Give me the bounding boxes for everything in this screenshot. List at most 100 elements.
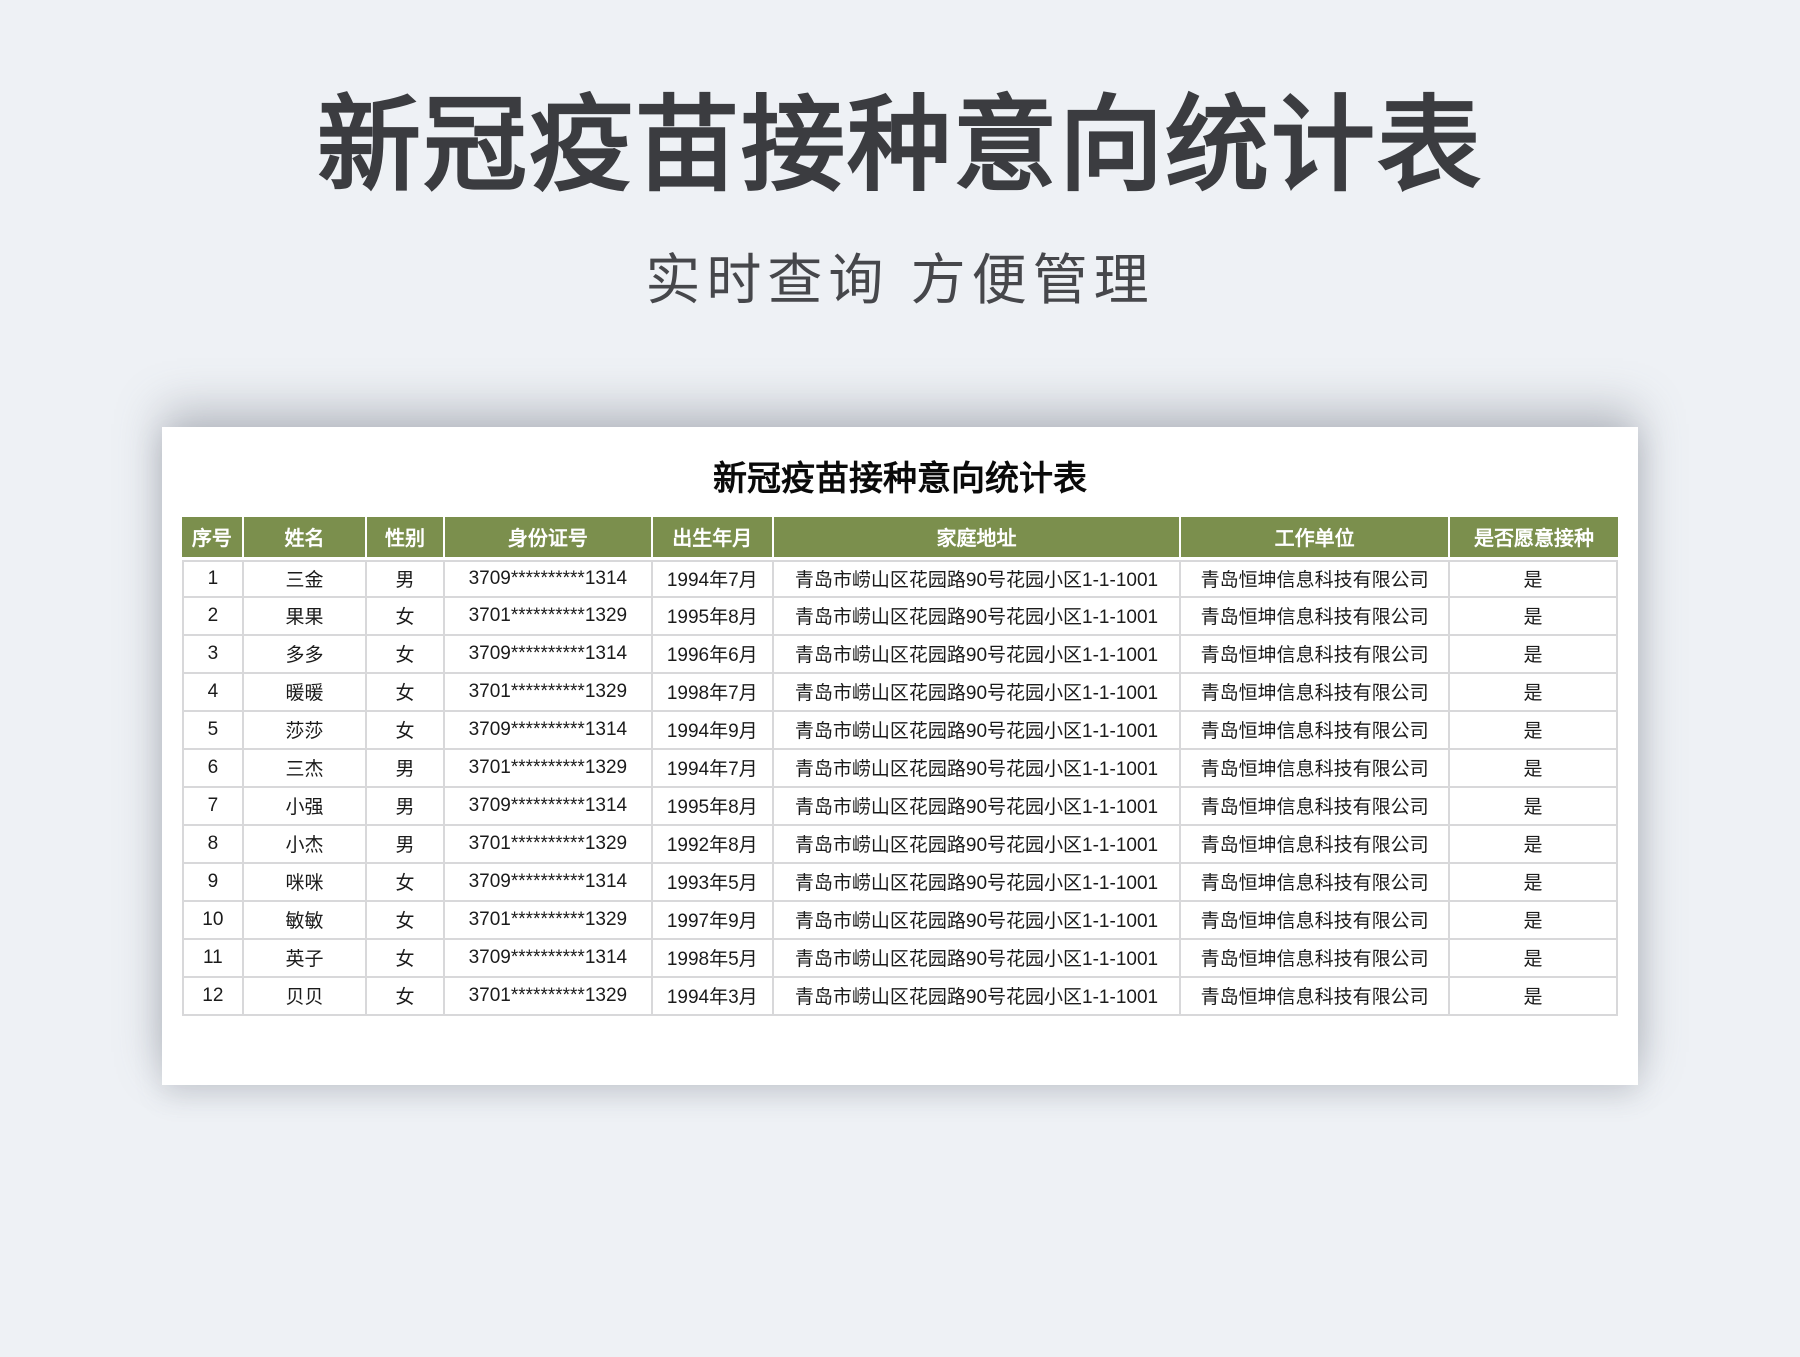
cell-index: 8: [182, 825, 244, 864]
cell-gender: 女: [367, 863, 445, 902]
cell-home-address: 青岛市崂山区花园路90号花园小区1-1-1001: [773, 711, 1182, 750]
cell-work-unit: 青岛恒坤信息科技有限公司: [1181, 635, 1450, 674]
cell-birth-date: 1996年6月: [652, 635, 774, 674]
cell-index: 4: [182, 673, 244, 712]
cell-id-number: 3701**********1329: [444, 749, 653, 788]
cell-birth-date: 1994年3月: [652, 977, 774, 1016]
cell-birth-date: 1994年7月: [652, 559, 774, 598]
column-header-name: 姓名: [243, 516, 368, 560]
cell-gender: 男: [367, 559, 445, 598]
cell-home-address: 青岛市崂山区花园路90号花园小区1-1-1001: [773, 939, 1182, 978]
table-row: 5 莎莎女 3709**********1314 1994年9月 青岛市崂山区花园路90…: [182, 711, 1618, 750]
table-row: 9 咪咪女 3709**********1314 1993年5月 青岛市崂山区花园路90…: [182, 863, 1618, 902]
cell-birth-date: 1997年9月: [652, 901, 774, 940]
cell-id-number: 3709**********1314: [444, 863, 653, 902]
cell-willing-to-vaccinate: 是: [1449, 673, 1618, 712]
cell-birth-date: 1995年8月: [652, 597, 774, 636]
cell-willing-to-vaccinate: 是: [1449, 825, 1618, 864]
cell-work-unit: 青岛恒坤信息科技有限公司: [1181, 825, 1450, 864]
cell-name: 莎莎: [243, 711, 368, 750]
cell-index: 10: [182, 901, 244, 940]
cell-index: 3: [182, 635, 244, 674]
cell-index: 1: [182, 559, 244, 598]
cell-willing-to-vaccinate: 是: [1449, 635, 1618, 674]
cell-name: 贝贝: [243, 977, 368, 1016]
cell-name: 英子: [243, 939, 368, 978]
cell-index: 6: [182, 749, 244, 788]
cell-willing-to-vaccinate: 是: [1449, 749, 1618, 788]
page-title: 新冠疫苗接种意向统计表: [316, 88, 1483, 204]
cell-birth-date: 1998年7月: [652, 673, 774, 712]
cell-work-unit: 青岛恒坤信息科技有限公司: [1181, 977, 1450, 1016]
cell-index: 9: [182, 863, 244, 902]
cell-willing-to-vaccinate: 是: [1449, 787, 1618, 826]
table-row: 8 小杰男 3701**********1329 1992年8月 青岛市崂山区花园路90…: [182, 825, 1618, 864]
table-row: 7 小强男 3709**********1314 1995年8月 青岛市崂山区花园路90…: [182, 787, 1618, 826]
cell-id-number: 3709**********1314: [444, 711, 653, 750]
cell-willing-to-vaccinate: 是: [1449, 977, 1618, 1016]
cell-work-unit: 青岛恒坤信息科技有限公司: [1181, 711, 1450, 750]
cell-index: 7: [182, 787, 244, 826]
cell-home-address: 青岛市崂山区花园路90号花园小区1-1-1001: [773, 559, 1182, 598]
cell-home-address: 青岛市崂山区花园路90号花园小区1-1-1001: [773, 787, 1182, 826]
table-row: 1 三金男 3709**********1314 1994年7月 青岛市崂山区花园路90…: [182, 559, 1618, 598]
cell-willing-to-vaccinate: 是: [1449, 711, 1618, 750]
table-row: 11 英子女 3709**********1314 1998年5月 青岛市崂山区花园路9…: [182, 939, 1618, 978]
column-header-work-unit: 工作单位: [1181, 516, 1450, 560]
cell-gender: 男: [367, 825, 445, 864]
cell-birth-date: 1992年8月: [652, 825, 774, 864]
cell-home-address: 青岛市崂山区花园路90号花园小区1-1-1001: [773, 749, 1182, 788]
cell-work-unit: 青岛恒坤信息科技有限公司: [1181, 749, 1450, 788]
cell-home-address: 青岛市崂山区花园路90号花园小区1-1-1001: [773, 977, 1182, 1016]
cell-id-number: 3709**********1314: [444, 939, 653, 978]
table-row: 6 三杰男 3701**********1329 1994年7月 青岛市崂山区花园路90…: [182, 749, 1618, 788]
cell-name: 暖暖: [243, 673, 368, 712]
cell-name: 三杰: [243, 749, 368, 788]
cell-id-number: 3701**********1329: [444, 825, 653, 864]
cell-work-unit: 青岛恒坤信息科技有限公司: [1181, 787, 1450, 826]
column-header-index: 序号: [182, 516, 244, 560]
cell-willing-to-vaccinate: 是: [1449, 559, 1618, 598]
table-card: 新冠疫苗接种意向统计表 序号 姓名 性别 身份证号 出生年月 家庭地址 工作单位 是否愿意接种…: [162, 426, 1638, 1085]
table-row: 4 暖暖女 3701**********1329 1998年7月 青岛市崂山区花园路90…: [182, 673, 1618, 712]
cell-work-unit: 青岛恒坤信息科技有限公司: [1181, 673, 1450, 712]
cell-home-address: 青岛市崂山区花园路90号花园小区1-1-1001: [773, 863, 1182, 902]
cell-index: 11: [182, 939, 244, 978]
cell-id-number: 3709**********1314: [444, 559, 653, 598]
table-row: 12 贝贝女 3701**********1329 1994年3月 青岛市崂山区花园路9…: [182, 977, 1618, 1016]
cell-work-unit: 青岛恒坤信息科技有限公司: [1181, 863, 1450, 902]
cell-willing-to-vaccinate: 是: [1449, 863, 1618, 902]
cell-gender: 女: [367, 673, 445, 712]
cell-id-number: 3701**********1329: [444, 901, 653, 940]
cell-work-unit: 青岛恒坤信息科技有限公司: [1181, 559, 1450, 598]
cell-home-address: 青岛市崂山区花园路90号花园小区1-1-1001: [773, 597, 1182, 636]
cell-gender: 女: [367, 901, 445, 940]
cell-index: 12: [182, 977, 244, 1016]
cell-name: 小杰: [243, 825, 368, 864]
cell-gender: 女: [367, 977, 445, 1016]
cell-birth-date: 1994年9月: [652, 711, 774, 750]
cell-index: 5: [182, 711, 244, 750]
cell-id-number: 3709**********1314: [444, 787, 653, 826]
cell-gender: 女: [367, 939, 445, 978]
cell-home-address: 青岛市崂山区花园路90号花园小区1-1-1001: [773, 901, 1182, 940]
vaccine-intention-table: 序号 姓名 性别 身份证号 出生年月 家庭地址 工作单位 是否愿意接种 1 三金男 3709***…: [182, 516, 1618, 1016]
cell-id-number: 3701**********1329: [444, 977, 653, 1016]
cell-name: 多多: [243, 635, 368, 674]
table-header-row: 序号 姓名 性别 身份证号 出生年月 家庭地址 工作单位 是否愿意接种: [182, 516, 1618, 560]
cell-gender: 男: [367, 787, 445, 826]
column-header-id-number: 身份证号: [444, 516, 653, 560]
column-header-birth-date: 出生年月: [652, 516, 774, 560]
cell-gender: 女: [367, 711, 445, 750]
cell-birth-date: 1995年8月: [652, 787, 774, 826]
table-row: 2 果果女 3701**********1329 1995年8月 青岛市崂山区花园路90…: [182, 597, 1618, 636]
table-row: 3 多多女 3709**********1314 1996年6月 青岛市崂山区花园路90…: [182, 635, 1618, 674]
cell-name: 果果: [243, 597, 368, 636]
cell-name: 敏敏: [243, 901, 368, 940]
cell-birth-date: 1993年5月: [652, 863, 774, 902]
cell-gender: 女: [367, 597, 445, 636]
cell-work-unit: 青岛恒坤信息科技有限公司: [1181, 597, 1450, 636]
cell-work-unit: 青岛恒坤信息科技有限公司: [1181, 901, 1450, 940]
cell-home-address: 青岛市崂山区花园路90号花园小区1-1-1001: [773, 673, 1182, 712]
cell-work-unit: 青岛恒坤信息科技有限公司: [1181, 939, 1450, 978]
